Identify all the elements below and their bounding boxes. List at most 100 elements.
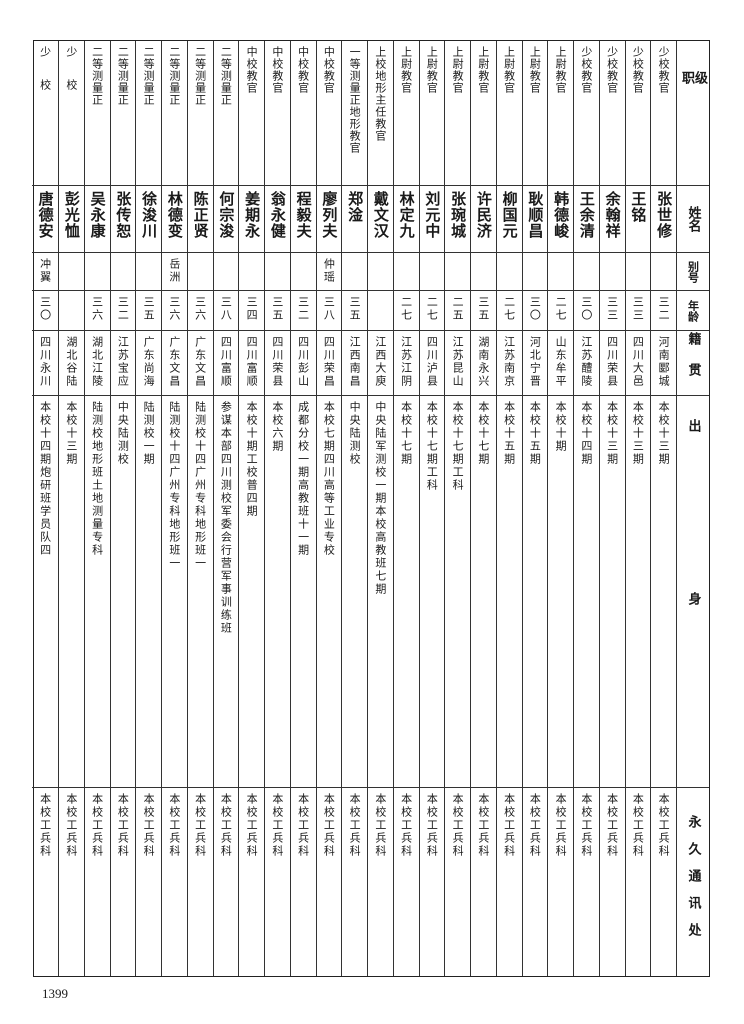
cell-name: 戴文汉 [368,186,393,253]
address-text: 本校工兵科 [270,793,284,858]
cell-address: 本校工兵科 [291,788,316,976]
background-text: 本校十五期 [528,401,542,466]
cell-background: 陆测校十四广州专科地形班一 [187,396,213,788]
table-row: 上尉教官 柳国元 二七 江苏南京 本校十五期 本校工兵科 [495,41,522,976]
age-text: 三八 [322,296,336,322]
cell-age: 三六 [162,291,187,331]
cell-native-place: 四川荣县 [599,331,625,396]
address-text: 本校工兵科 [193,793,207,858]
name-text: 戴文汉 [371,191,390,239]
cell-age: 三八 [316,291,342,331]
cell-age: 二五 [445,291,470,331]
name-text: 许民济 [474,191,493,239]
cell-name: 王余清 [574,186,599,253]
cell-background: 中央陆测校 [342,396,367,788]
cell-address: 本校工兵科 [188,788,213,976]
age-text: 二五 [451,296,465,322]
cell-rank: 上尉教官 [522,41,548,186]
cell-name: 韩德峻 [548,186,573,253]
native-place-text: 四川富顺 [219,336,233,388]
cell-background: 陆测校十四广州专科地形班一 [162,396,187,788]
name-text: 翁永健 [268,191,287,239]
cell-rank: 中校教官 [316,41,342,186]
native-place-text: 四川荣县 [605,336,619,388]
rank-text: 中校教官 [245,46,259,94]
cell-age: 三五 [136,291,161,331]
cell-age: 三〇 [522,291,548,331]
cell-address: 本校工兵科 [214,788,239,976]
cell-name: 翁永健 [265,186,290,253]
cell-native-place: 湖北江陵 [84,331,110,396]
cell-background: 本校六期 [265,396,290,788]
age-text: 三六 [193,296,207,322]
cell-address: 本校工兵科 [342,788,367,976]
table-row: 少校教官 王铭 三三 四川大邑 本校十三期 本校工兵科 [624,41,651,976]
cell-alias [368,253,393,291]
cell-name: 姜期永 [239,186,264,253]
address-text: 本校工兵科 [116,793,130,858]
cell-alias [84,253,110,291]
cell-age: 三五 [471,291,496,331]
cell-rank: 二等测量正 [187,41,213,186]
address-text: 本校工兵科 [399,793,413,858]
native-place-text: 湖南永兴 [476,336,490,388]
cell-age: 三四 [239,291,264,331]
native-place-text: 湖北谷陆 [64,336,78,388]
cell-alias [265,253,290,291]
cell-name: 张传恕 [110,186,136,253]
cell-alias: 岳洲 [162,253,187,291]
cell-native-place: 江苏江阴 [393,331,419,396]
cell-address: 本校工兵科 [523,788,548,976]
cell-address: 本校工兵科 [394,788,419,976]
native-place-text: 江苏昆山 [451,336,465,388]
age-text: 三二 [296,296,310,322]
age-text: 三五 [348,296,362,322]
age-text: 三六 [90,296,104,322]
cell-rank: 二等测量正 [162,41,187,186]
cell-address: 本校工兵科 [111,788,136,976]
cell-native-place: 四川富顺 [239,331,264,396]
cell-address: 本校工兵科 [32,788,58,976]
address-text: 本校工兵科 [554,793,568,858]
age-text: 三二 [657,296,671,322]
name-text: 耿顺昌 [526,191,545,239]
background-text: 本校十期 [554,401,568,453]
cell-alias [522,253,548,291]
cell-native-place: 山东牟平 [548,331,573,396]
cell-background: 本校十七期工科 [445,396,470,788]
table-row: 二等测量正 徐浚川 三五 广东尚海 陆测校一期 本校工兵科 [135,41,161,976]
name-text: 柳国元 [500,191,519,239]
cell-background: 本校十期工校普四期 [239,396,264,788]
rank-text: 上尉教官 [399,46,413,94]
table-row: 上尉教官耿顺昌三〇河北宁晋本校十五期本校工兵科 [521,41,548,976]
cell-age: 三八 [213,291,239,331]
cell-name: 吴永康 [84,186,110,253]
background-text: 本校十七期 [399,401,413,466]
header-background: 出身 [685,418,701,765]
cell-alias [110,253,136,291]
table-row: 少校教官 王余清 三〇 江苏醴陵 本校十四期 本校工兵科 [573,41,599,976]
table-row: 少校 彭光恤 湖北谷陆 本校十三期 本校工兵科 [58,41,84,976]
cell-address: 本校工兵科 [265,788,290,976]
rank-text: 少校教官 [579,46,593,94]
cell-native-place: 四川富顺 [213,331,239,396]
cell-name: 廖列夫 [316,186,342,253]
address-text: 本校工兵科 [579,793,593,858]
rank-text: 二等测量正 [193,46,207,106]
cell-name: 彭光恤 [59,186,84,253]
address-text: 本校工兵科 [425,793,439,858]
cell-name: 徐浚川 [136,186,161,253]
header-column: 级职 姓名 别号 年龄 籍贯 出身 永久通讯处 [676,41,709,976]
age-text: 二七 [554,296,568,322]
cell-name: 耿顺昌 [522,186,548,253]
native-place-text: 河北宁晋 [528,336,542,388]
cell-native-place: 江苏醴陵 [574,331,599,396]
table-row: 二等测量正 张传恕 三二 江苏宝应 中央陆测校 本校工兵科 [109,41,136,976]
cell-background: 本校十七期 [393,396,419,788]
native-place-text: 四川荣昌 [322,336,336,388]
table-row: 少校教官 余翰祥 三三 四川荣县 本校十三期 本校工兵科 [598,41,625,976]
rank-text: 二等测量正 [90,46,104,106]
background-text: 本校十五期 [502,401,516,466]
table-row: 少校教官 张世修 三二 河南郾城 本校十三期 本校工兵科 [650,41,676,976]
address-text: 本校工兵科 [528,793,542,858]
